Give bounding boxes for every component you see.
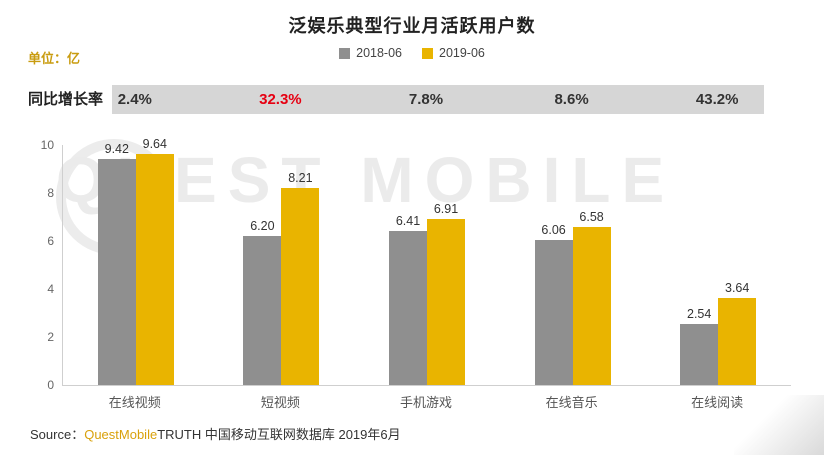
growth-rate-value: 32.3% xyxy=(259,91,302,108)
y-axis: 0 2 4 6 8 10 xyxy=(0,138,54,392)
y-tick-label: 0 xyxy=(47,378,54,392)
unit-label: 单位：亿 xyxy=(28,51,81,66)
legend-item: 2018-06 xyxy=(339,46,402,60)
category-label: 短视频 xyxy=(260,395,300,410)
legend-swatch xyxy=(339,47,351,59)
category-label: 手机游戏 xyxy=(399,395,452,410)
growth-rate-label: 同比增长率 xyxy=(28,91,104,108)
bar-2018-06 xyxy=(97,158,136,385)
bar-group: 2.54 3.64 xyxy=(645,145,791,385)
growth-rate-value: 8.6% xyxy=(554,91,589,108)
page-title: 泛娱乐典型行业月活跃用户数 xyxy=(288,16,536,36)
category-label: 在线音乐 xyxy=(545,395,598,410)
bar-column: 2.54 xyxy=(680,145,719,385)
bar-column: 6.20 xyxy=(243,145,282,385)
bar-2018-06 xyxy=(534,239,573,385)
bar-group: 6.20 8.21 xyxy=(209,145,355,385)
bar-2019-06 xyxy=(572,227,611,385)
bar-2019-06 xyxy=(426,219,465,385)
y-tick-label: 10 xyxy=(40,138,54,152)
legend-label: 2018-06 xyxy=(356,46,402,60)
legend-item: 2019-06 xyxy=(422,46,485,60)
source-suffix: TRUTH 中国移动互联网数据库 2019年6月 xyxy=(157,427,401,442)
bar-2019-06 xyxy=(281,187,320,385)
bar-value-label: 9.64 xyxy=(142,136,167,151)
growth-rate-value: 43.2% xyxy=(695,91,739,108)
bar-column: 9.42 xyxy=(97,141,136,385)
bar-groups: 9.42 9.64 6.20 8.21 6.41 6.91 6.06 6.58 2.54 3.64 xyxy=(63,137,791,385)
legend-swatch xyxy=(422,47,433,59)
bar-value-label: 3.64 xyxy=(725,280,750,295)
y-tick-label: 4 xyxy=(47,282,54,296)
legend-label: 2019-06 xyxy=(439,46,485,60)
bar-column: 6.58 xyxy=(572,145,611,385)
bar-value-label: 6.41 xyxy=(395,214,421,229)
bar-value-label: 8.21 xyxy=(288,170,313,185)
bar-column: 3.64 xyxy=(718,145,757,385)
bar-value-label: 6.20 xyxy=(250,219,275,234)
bar-column: 6.41 xyxy=(388,145,427,385)
category-label: 在线阅读 xyxy=(691,395,744,410)
category-label: 在线视频 xyxy=(108,395,161,410)
x-axis-category-labels: 在线视频 短视频 手机游戏 在线音乐 在线阅读 xyxy=(62,392,790,411)
y-tick-label: 6 xyxy=(47,234,54,248)
growth-rate-band xyxy=(112,85,764,114)
bar-2018-06 xyxy=(243,236,282,385)
bar-2019-06 xyxy=(135,153,174,385)
growth-rate-value: 2.4% xyxy=(117,91,152,108)
bar-2018-06 xyxy=(388,231,427,385)
bar-2018-06 xyxy=(680,324,719,385)
source-line: Source：QuestMobileTRUTH 中国移动互联网数据库 2019年… xyxy=(30,424,401,443)
bar-column: 6.06 xyxy=(534,145,573,385)
bar-group: 6.41 6.91 xyxy=(354,145,500,385)
bar-2019-06 xyxy=(718,297,757,385)
bar-value-label: 6.91 xyxy=(433,202,459,217)
plot-area: 9.42 9.64 6.20 8.21 6.41 6.91 6.06 6.58 2.54 3.64 xyxy=(62,137,791,386)
bar-group: 6.06 6.58 xyxy=(500,145,646,385)
growth-rate-values: 2.4% 32.3% 7.8% 8.6% 43.2% xyxy=(62,85,790,114)
bar-value-label: 9.42 xyxy=(104,141,129,156)
bar-group: 9.42 9.64 xyxy=(63,137,209,385)
bar-column: 8.21 xyxy=(281,145,320,385)
source-prefix: Source： xyxy=(30,427,85,442)
y-tick-label: 8 xyxy=(47,186,54,200)
y-tick-label: 2 xyxy=(47,330,54,344)
bar-value-label: 6.58 xyxy=(579,210,604,225)
bar-value-label: 6.06 xyxy=(541,222,566,237)
bar-column: 9.64 xyxy=(135,137,174,385)
growth-rate-value: 7.8% xyxy=(408,91,444,108)
bar-column: 6.91 xyxy=(426,145,465,385)
legend: 2018-06 2019-06 xyxy=(0,46,824,60)
source-brand: QuestMobile xyxy=(84,427,158,442)
bar-value-label: 2.54 xyxy=(687,307,712,322)
